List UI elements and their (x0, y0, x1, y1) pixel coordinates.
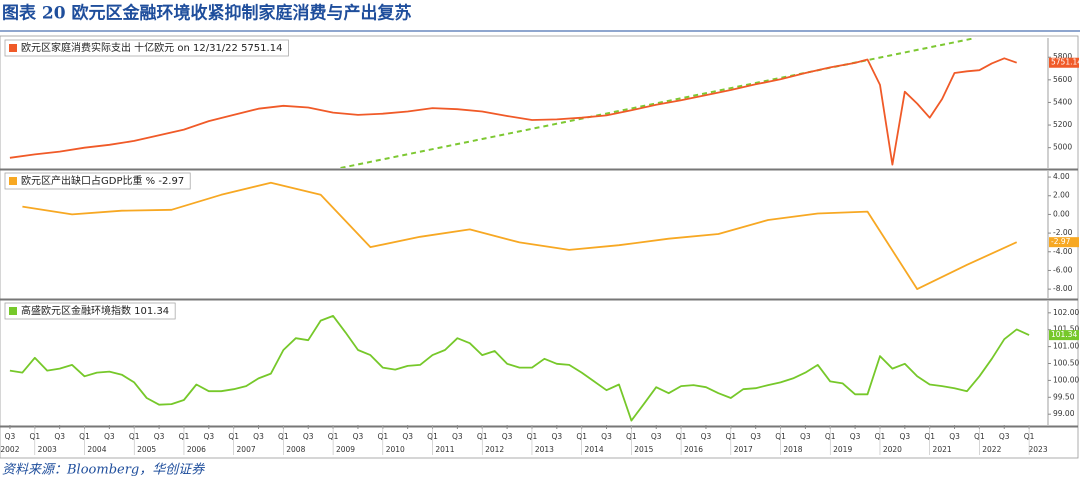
legend-box (4, 172, 191, 190)
legend-swatch (9, 307, 17, 315)
y-tick-label: 99.50 (1053, 392, 1075, 401)
x-year-label: 2009 (336, 445, 355, 454)
source-note: 资料来源：Bloomberg，华创证券 (2, 463, 205, 478)
last-value-label: 5751.14 (1051, 58, 1080, 67)
last-value-box (1049, 237, 1079, 248)
x-tick-label: Q3 (949, 432, 960, 441)
x-year-label: 2021 (933, 445, 952, 454)
legend-label: 欧元区家庭消费实际支出 十亿欧元 on 12/31/22 5751.14 (21, 41, 282, 54)
x-tick-label: Q3 (701, 432, 712, 441)
y-tick-label: 100.50 (1053, 359, 1079, 368)
legend-label: 欧元区产出缺口占GDP比重 % -2.97 (21, 174, 184, 187)
x-tick-label: Q3 (750, 432, 761, 441)
x-year-label: 2017 (734, 445, 753, 454)
y-tick-label: -8.00 (1053, 284, 1073, 293)
y-tick-label: 100.00 (1053, 375, 1079, 384)
y-tick-label: -2.00 (1053, 228, 1073, 237)
y-tick-label: 5400 (1053, 97, 1072, 106)
x-year-label: 2008 (286, 445, 305, 454)
x-year-label: 2014 (585, 445, 604, 454)
series-line (9, 315, 1030, 422)
x-year-label: 2012 (485, 445, 504, 454)
y-tick-label: 5600 (1053, 75, 1072, 84)
y-tick-label: 0.00 (1053, 209, 1070, 218)
chart-title: 图表 20 欧元区金融环境收紧抑制家庭消费与产出复苏 (2, 3, 412, 24)
x-tick-label: Q3 (502, 432, 513, 441)
last-value-label: 101.34 (1051, 330, 1077, 339)
x-tick-label: Q3 (551, 432, 562, 441)
x-year-label: 2005 (137, 445, 156, 454)
y-tick-label: 5000 (1053, 143, 1072, 152)
x-year-label: 2006 (187, 445, 206, 454)
x-year-label: 2020 (883, 445, 902, 454)
x-year-label: 2003 (38, 445, 57, 454)
x-tick-label: Q3 (154, 432, 165, 441)
x-year-label: 2011 (435, 445, 454, 454)
x-year-label: 2015 (634, 445, 653, 454)
x-year-label: 2018 (783, 445, 802, 454)
x-year-label: 2002 (0, 445, 19, 454)
x-tick-label: Q3 (303, 432, 314, 441)
x-tick-label: Q3 (651, 432, 662, 441)
x-tick-label: Q3 (899, 432, 910, 441)
x-tick-label: Q3 (54, 432, 65, 441)
x-tick-label: Q3 (203, 432, 214, 441)
x-year-label: 2016 (684, 445, 703, 454)
series-line (9, 57, 1018, 166)
y-tick-label: 102.00 (1053, 308, 1079, 317)
legend-box (4, 302, 176, 320)
x-tick-label: Q3 (452, 432, 463, 441)
x-tick-label: Q3 (5, 432, 16, 441)
legend-swatch (9, 177, 17, 185)
y-tick-label: 99.00 (1053, 409, 1075, 418)
legend-box (4, 39, 289, 57)
x-year-label: 2007 (237, 445, 256, 454)
chart-frame (0, 35, 1079, 459)
series-line (22, 181, 1018, 290)
x-tick-label: Q3 (104, 432, 115, 441)
y-tick-label: -4.00 (1053, 247, 1073, 256)
x-tick-label: Q3 (253, 432, 264, 441)
x-year-label: 2010 (386, 445, 405, 454)
last-value-box (1049, 330, 1079, 341)
legend-swatch (9, 44, 17, 52)
last-value-box (1049, 57, 1079, 68)
last-value-label: -2.97 (1051, 237, 1071, 246)
y-tick-label: 101.50 (1053, 325, 1079, 334)
y-tick-label: 101.00 (1053, 342, 1079, 351)
x-tick-label: Q3 (601, 432, 612, 441)
x-year-label: 2023 (1029, 445, 1048, 454)
y-tick-label: 4.00 (1053, 172, 1070, 181)
x-year-label: 2013 (535, 445, 554, 454)
x-tick-label: Q3 (353, 432, 364, 441)
y-tick-label: 2.00 (1053, 191, 1070, 200)
x-tick-label: Q3 (999, 432, 1010, 441)
x-year-label: 2004 (87, 445, 106, 454)
y-tick-label: 5800 (1053, 52, 1072, 61)
y-tick-label: 5200 (1053, 120, 1072, 129)
y-tick-label: -6.00 (1053, 265, 1073, 274)
x-tick-label: Q3 (402, 432, 413, 441)
x-year-label: 2019 (833, 445, 852, 454)
trend-line (340, 38, 976, 168)
x-tick-label: Q3 (800, 432, 811, 441)
x-year-label: 2022 (982, 445, 1001, 454)
x-tick-label: Q3 (850, 432, 861, 441)
legend-label: 高盛欧元区金融环境指数 101.34 (21, 304, 169, 317)
